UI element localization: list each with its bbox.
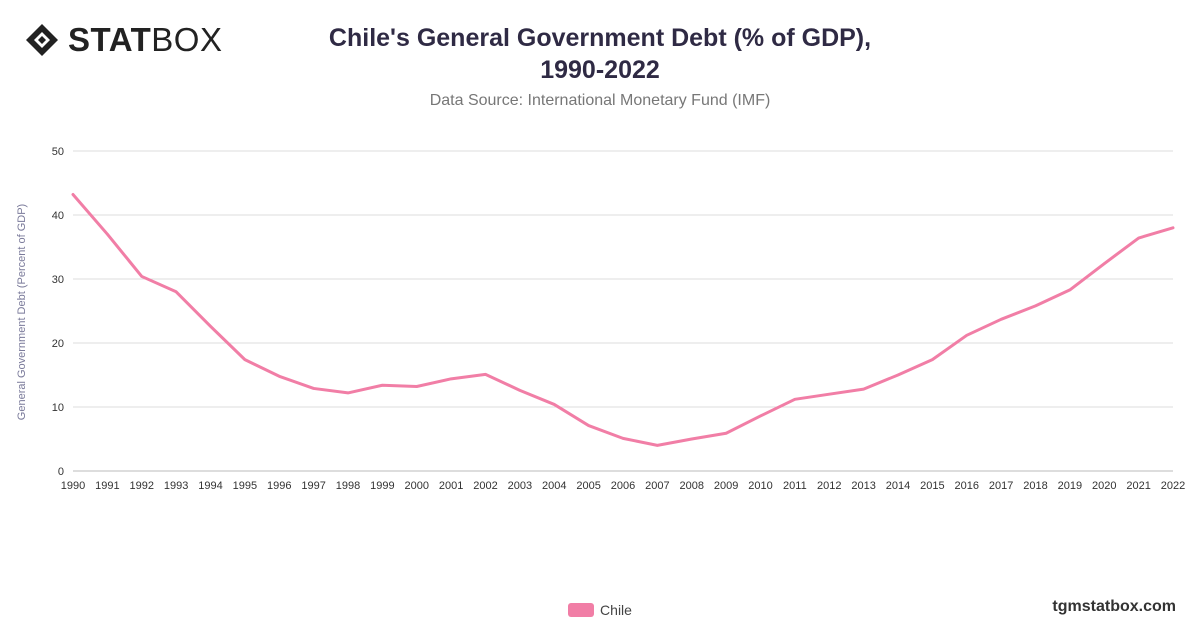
x-tick-label: 2016 [955,480,979,492]
data-point[interactable] [140,275,143,278]
chart-subtitle: Data Source: International Monetary Fund… [429,92,771,109]
x-tick-label: 2007 [645,480,669,492]
x-tick-label: 1994 [198,480,222,492]
chart-title: Chile's General Government Debt (% of GD… [300,22,900,86]
x-tick-label: 2021 [1126,480,1150,492]
y-tick-label: 40 [52,210,64,222]
data-point[interactable] [862,387,865,391]
data-point[interactable] [828,393,831,396]
x-tick-label: 2013 [851,480,875,492]
data-point[interactable] [415,385,418,388]
chart-title-line2: 1990-2022 [540,56,660,84]
x-tick-label: 2011 [783,480,807,492]
footer-site: tgmstatbox.com [1052,598,1176,615]
x-tick-label: 2006 [611,480,635,492]
x-tick-label: 1992 [130,480,154,492]
y-tick-label: 20 [52,338,64,350]
y-tick-label: 10 [52,402,64,414]
x-tick-label: 2008 [680,480,704,492]
data-point[interactable] [1068,288,1072,292]
logo-text-bold: STAT [68,21,152,58]
data-point[interactable] [965,334,968,337]
x-tick-label: 1998 [336,480,360,492]
data-point[interactable] [759,414,762,418]
x-tick-label: 2022 [1161,480,1185,492]
legend-label[interactable]: Chile [600,602,632,618]
x-tick-label: 1990 [61,480,85,492]
x-tick-label: 1991 [95,480,119,492]
data-point[interactable] [999,318,1003,321]
data-point[interactable] [896,373,900,377]
y-tick-label: 0 [58,466,64,478]
logo-text: STATBOX [68,20,222,60]
x-tick-label: 2020 [1092,480,1116,492]
data-point[interactable] [243,358,247,361]
x-tick-label: 2017 [989,480,1013,492]
data-point[interactable] [312,387,315,390]
logo-text-light: BOX [151,21,223,58]
x-tick-label: 1993 [164,480,188,492]
data-point[interactable] [724,432,728,435]
data-point[interactable] [690,437,693,441]
data-point[interactable] [656,444,659,447]
diamond-logo-icon [26,24,58,56]
x-tick-label: 1999 [370,480,394,492]
x-tick-label: 2005 [576,480,600,492]
data-point[interactable] [553,403,556,406]
data-point[interactable] [449,377,453,381]
x-tick-label: 2002 [473,480,497,492]
x-tick-label: 2003 [508,480,532,492]
data-point[interactable] [1034,304,1037,308]
data-point[interactable] [518,389,522,392]
series-line-chile [71,193,1175,447]
y-tick-label: 30 [52,274,64,286]
data-point[interactable] [1103,262,1106,265]
x-tick-label: 2004 [542,480,566,492]
logo: STATBOX [24,20,222,60]
x-tick-label: 1997 [301,480,325,492]
data-point[interactable] [106,233,109,236]
y-axis-label: General Government Debt (Percent of GDP) [16,204,28,420]
x-tick-label: 2015 [920,480,944,492]
chart-title-line1: Chile's General Government Debt (% of GD… [328,24,872,52]
data-point[interactable] [381,384,384,387]
x-tick-label: 1995 [233,480,257,492]
data-point[interactable] [278,375,281,378]
data-point[interactable] [209,325,212,328]
data-point[interactable] [71,193,75,196]
x-tick-label: 2001 [439,480,463,492]
data-point[interactable] [1137,236,1140,240]
x-tick-label: 2014 [886,480,910,492]
x-tick-label: 2009 [714,480,738,492]
data-point[interactable] [484,373,487,376]
x-tick-label: 2018 [1023,480,1047,492]
legend: Chile [0,602,1200,618]
data-point[interactable] [621,437,625,440]
data-point[interactable] [931,358,934,361]
y-tick-label: 50 [52,146,64,158]
x-tick-label: 2019 [1058,480,1082,492]
data-point[interactable] [1171,226,1175,229]
x-tick-label: 2012 [817,480,841,492]
legend-swatch[interactable] [568,603,595,617]
data-point[interactable] [174,290,178,293]
x-tick-label: 2000 [405,480,429,492]
data-point[interactable] [587,424,590,427]
data-point[interactable] [346,391,350,395]
x-tick-label: 2010 [748,480,772,492]
data-point[interactable] [793,398,797,401]
x-tick-label: 1996 [267,480,291,492]
